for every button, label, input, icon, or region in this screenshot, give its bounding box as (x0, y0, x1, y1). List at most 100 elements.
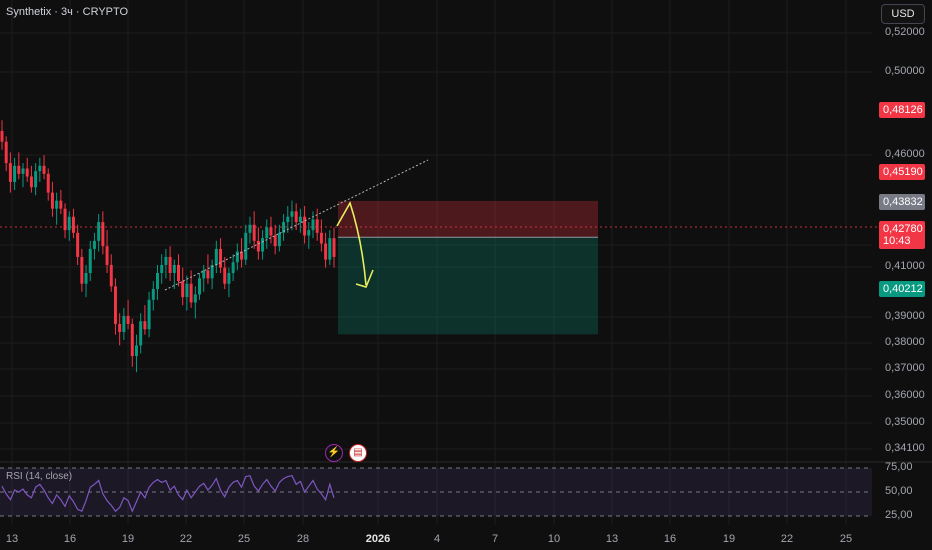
price-badge-value: 0,40212 (883, 283, 923, 295)
candle-body (307, 230, 311, 236)
candle-body (214, 248, 218, 265)
candle-body (71, 216, 75, 233)
candle-body (261, 238, 265, 252)
candle-body (315, 219, 319, 233)
candle-body (177, 264, 181, 282)
symbol-title[interactable]: Synthetix · 3ч · CRYPTO (6, 6, 129, 18)
candle-body (168, 256, 172, 273)
price-tick: 0,36000 (885, 389, 925, 401)
price-tick: 0,39000 (885, 310, 925, 322)
projection-arrowhead (355, 269, 374, 288)
candle-body (303, 216, 307, 236)
rsi-line (1, 475, 335, 513)
candle-body (265, 227, 269, 239)
candle-body (76, 232, 80, 257)
candle-body (235, 251, 239, 263)
candle-body (181, 281, 185, 298)
candle-body (185, 283, 189, 298)
candle-body (328, 238, 332, 260)
candle-body (155, 273, 159, 290)
price-tick: 0,34100 (885, 442, 925, 454)
candle-body (298, 216, 302, 223)
candle-body (231, 262, 235, 273)
candle-body (319, 232, 323, 244)
price-badge: 0,48126 (879, 102, 925, 118)
candle-body (55, 200, 59, 209)
date-tick: 13 (5, 533, 19, 545)
price-badge: 0,45190 (879, 164, 925, 180)
candle-body (219, 248, 223, 268)
candle-body (294, 211, 298, 223)
rsi-tick: 75,00 (885, 461, 913, 473)
projection-arrow (336, 201, 367, 286)
candle-body (105, 246, 109, 265)
price-tick: 0,38000 (885, 336, 925, 348)
candle-body (67, 216, 71, 231)
candle-body (193, 294, 197, 303)
candle-body (80, 256, 84, 284)
candle-body (13, 165, 17, 182)
candle-body (139, 321, 143, 346)
date-tick: 19 (121, 533, 135, 545)
drawings[interactable] (164, 159, 429, 291)
candle-body (4, 141, 8, 164)
us-flag-icon[interactable]: ▤ (349, 444, 367, 462)
price-tick: 0,37000 (885, 362, 925, 374)
candle-body (311, 219, 315, 231)
candle-body (189, 283, 193, 303)
candle-body (17, 165, 21, 174)
price-tick: 0,41000 (885, 260, 925, 272)
candle-body (8, 163, 12, 182)
trendline (164, 159, 429, 291)
candle-body (244, 232, 248, 260)
date-tick: 25 (237, 533, 251, 545)
price-badge: 0,40212 (879, 281, 925, 297)
price-badge-value: 0,45190 (883, 166, 923, 178)
candle-body (269, 227, 273, 236)
price-tick: 0,35000 (885, 416, 925, 428)
currency-button[interactable]: USD (881, 4, 925, 24)
lightning-icon[interactable]: ⚡ (325, 444, 343, 462)
candle-body (46, 173, 50, 193)
candle-body (97, 222, 101, 241)
candle-body (59, 200, 63, 209)
candle-body (286, 216, 290, 223)
date-tick: 4 (433, 533, 441, 545)
candle-body (109, 264, 113, 287)
candle-body (63, 208, 67, 231)
candle-body (0, 130, 4, 142)
candle-body (206, 270, 210, 279)
price-tick: 0,46000 (885, 148, 925, 160)
candle-body (88, 248, 92, 273)
date-tick: 25 (839, 533, 853, 545)
candle-body (92, 240, 96, 249)
price-badge: 0,43832 (879, 194, 925, 210)
candles (0, 120, 336, 373)
price-tick: 0,50000 (885, 65, 925, 77)
price-badge-value: 0,42780 (883, 223, 923, 235)
candle-body (25, 168, 29, 177)
candle-body (252, 224, 256, 241)
rsi-label[interactable]: RSI (14, close) (6, 471, 73, 482)
candle-body (122, 315, 126, 332)
candle-body (172, 264, 176, 273)
candle-body (202, 270, 206, 279)
candle-body (143, 321, 147, 330)
date-tick: 2026 (365, 533, 391, 545)
candle-body (38, 165, 42, 172)
date-tick: 7 (491, 533, 499, 545)
candle-body (290, 211, 294, 217)
position-tool[interactable] (338, 200, 598, 335)
date-tick: 19 (722, 533, 736, 545)
date-tick: 28 (296, 533, 310, 545)
candle-body (84, 273, 88, 284)
candle-body (29, 176, 33, 188)
rsi-pane (0, 467, 872, 517)
date-tick: 16 (663, 533, 677, 545)
date-tick: 22 (780, 533, 794, 545)
price-badge-value: 0,48126 (883, 104, 923, 116)
candle-body (277, 232, 281, 247)
